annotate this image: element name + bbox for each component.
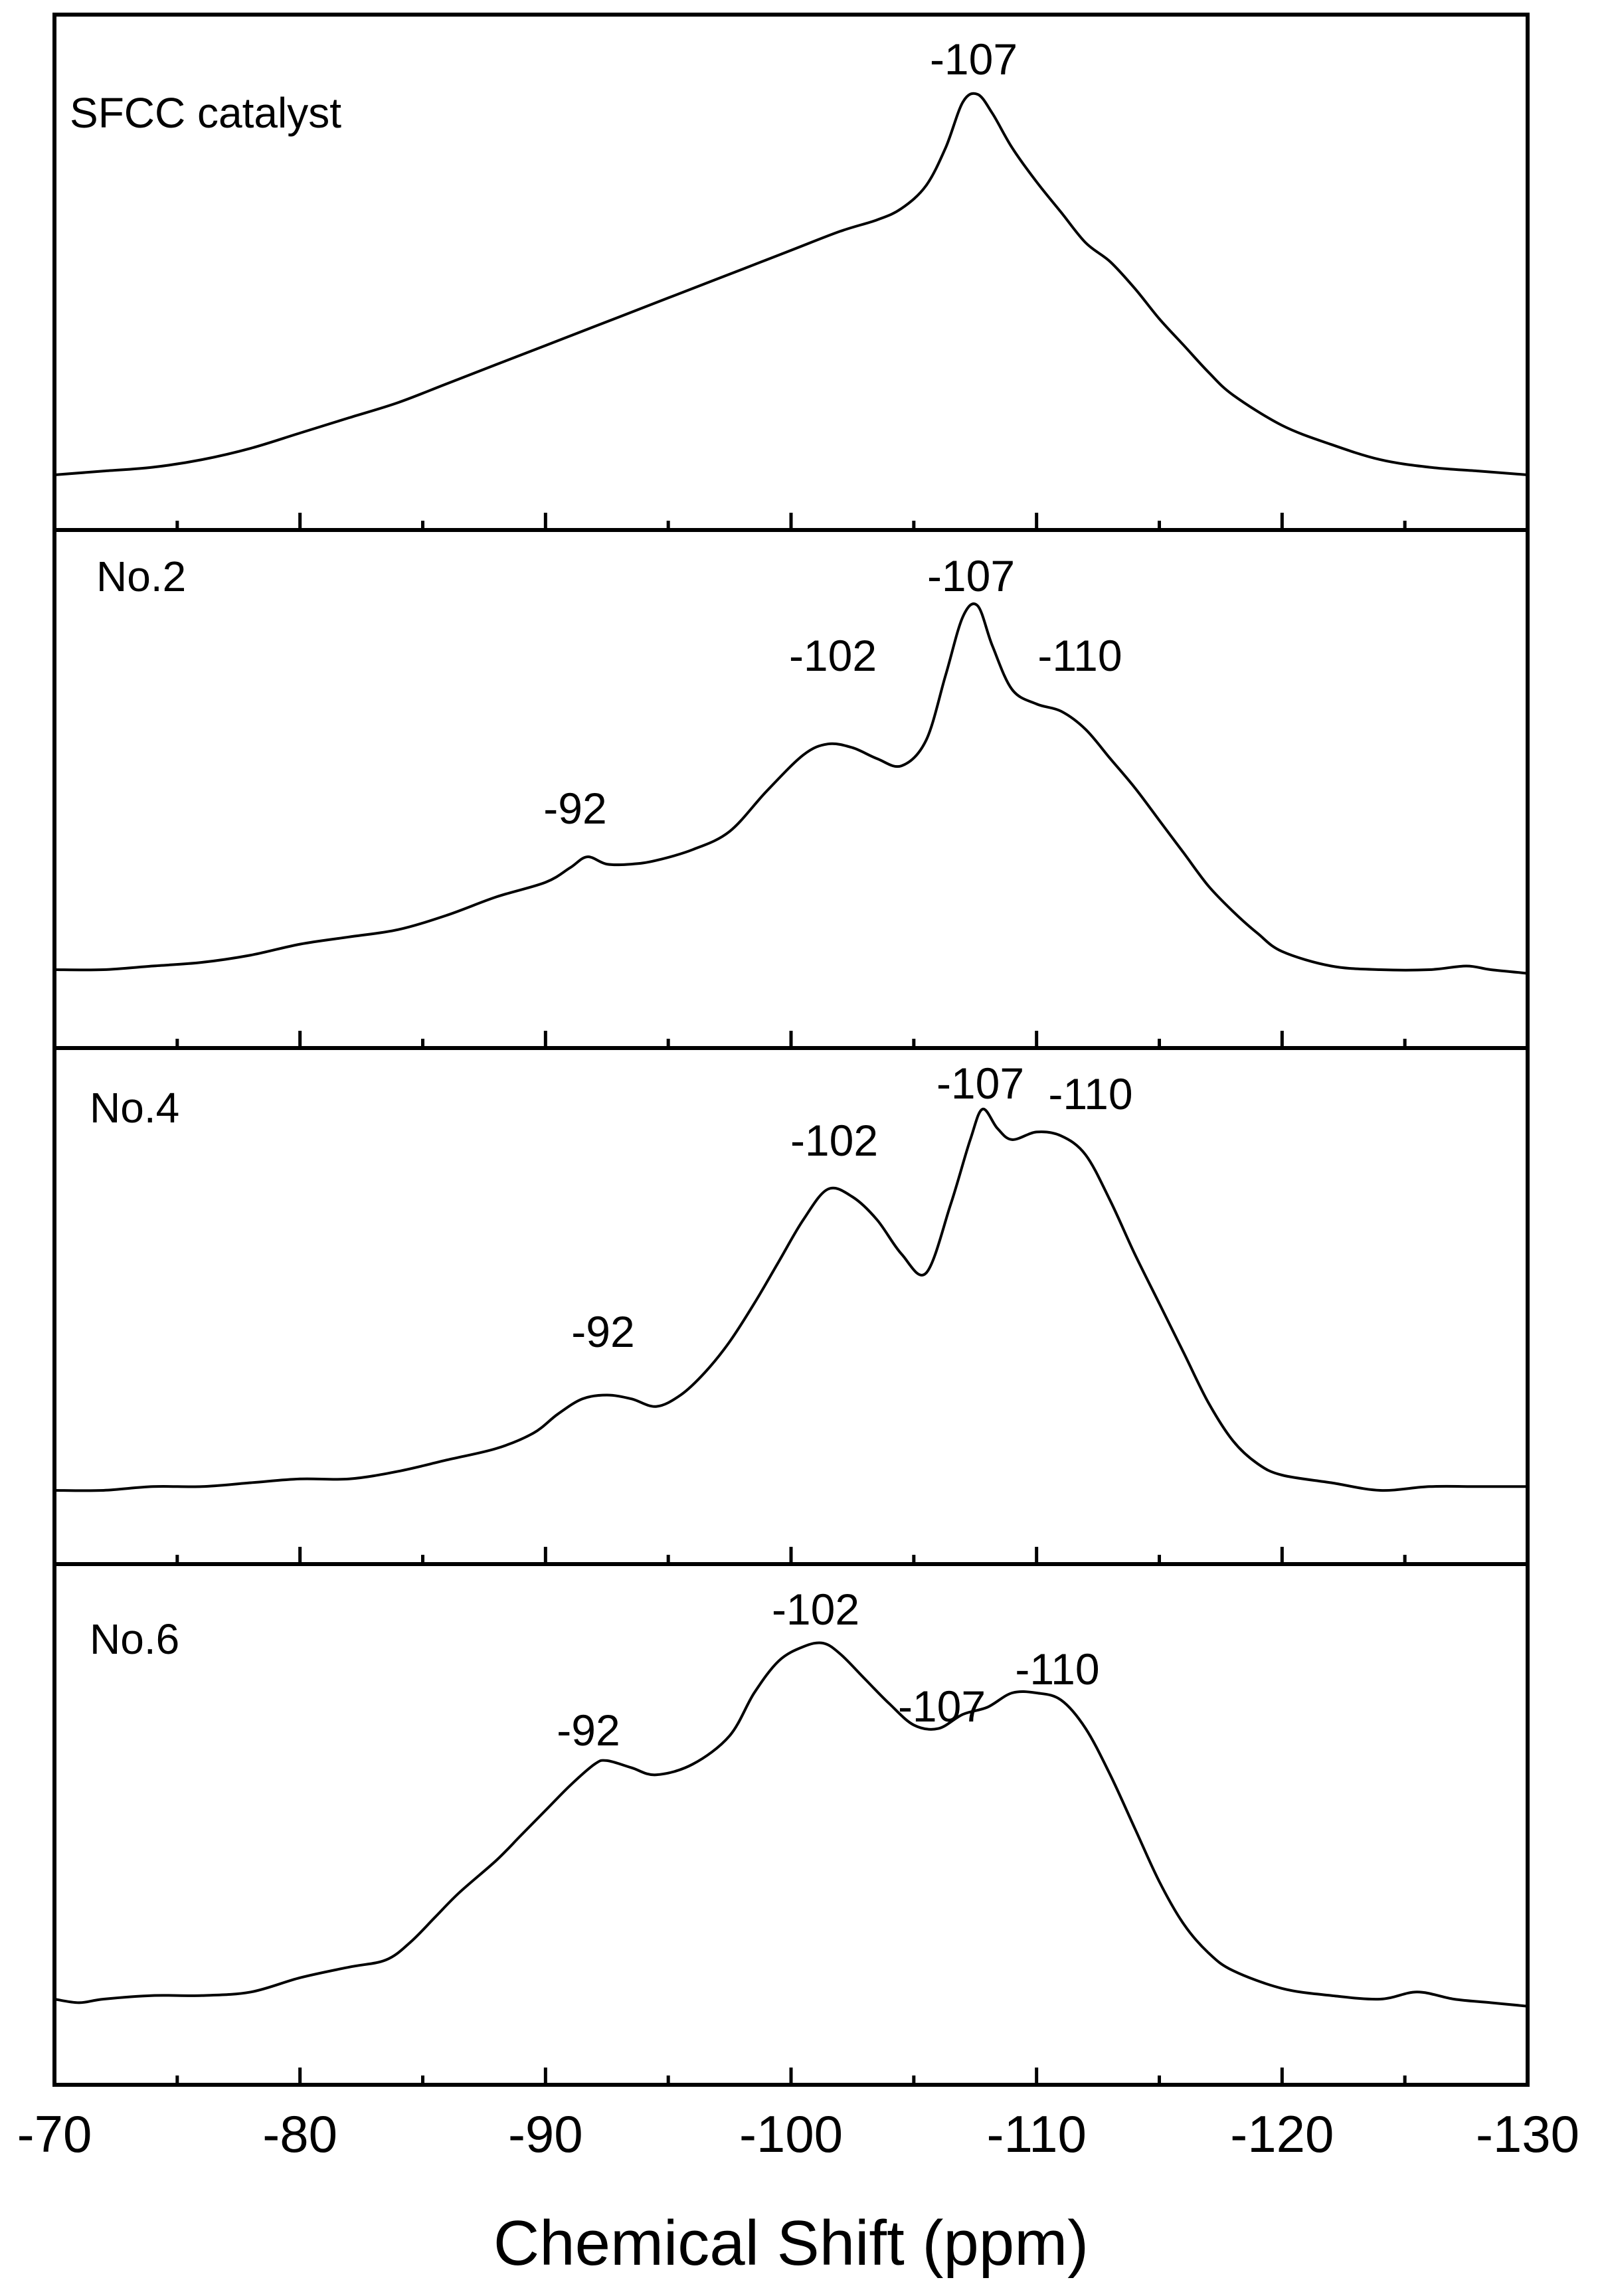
peak-label-no4-102: -102: [790, 1116, 878, 1165]
x-tick-label-m120: -120: [1230, 2105, 1334, 2163]
peak-label-no6-107: -107: [898, 1682, 986, 1731]
peak-label-no4-110: -110: [1048, 1069, 1132, 1118]
peak-label-no6-110: -110: [1015, 1644, 1099, 1694]
spectrum-line-no6: [54, 1641, 1528, 2008]
peak-label-no6-102: -102: [772, 1585, 859, 1634]
x-tick-label-m80: -80: [262, 2105, 337, 2163]
peak-label-no2-102: -102: [789, 631, 877, 680]
x-axis-tick-labels: -70 -80 -90 -100 -110 -120 -130: [17, 2105, 1579, 2163]
peak-label-no4-107: -107: [936, 1059, 1024, 1108]
x-tick-label-m110: -110: [987, 2105, 1087, 2163]
peak-label-sfcc-107: -107: [930, 35, 1018, 84]
spectrum-line-sfcc-catalyst: [54, 92, 1528, 476]
peak-label-no4-92: -92: [571, 1307, 634, 1356]
panel-label-no6: No.6: [90, 1615, 179, 1663]
x-tick-label-m70: -70: [17, 2105, 92, 2163]
peak-label-no2-107: -107: [927, 551, 1015, 600]
x-axis-ticks: [175, 513, 1407, 2085]
x-axis-title: Chemical Shift (ppm): [493, 2208, 1089, 2279]
panel-no6: No.6 -92 -102 -107 -110: [54, 1585, 1528, 2008]
spectrum-line-no2: [54, 602, 1528, 975]
peak-label-no6-92: -92: [557, 1706, 620, 1755]
peak-label-no2-92: -92: [543, 784, 606, 833]
panel-label-no4: No.4: [90, 1084, 179, 1132]
panel-label-sfcc-catalyst: SFCC catalyst: [70, 89, 341, 137]
panel-label-no2: No.2: [96, 553, 186, 600]
spectrum-line-no4: [54, 1107, 1528, 1492]
panel-no2: No.2 -92 -102 -107 -110: [54, 551, 1528, 975]
peak-label-no2-110: -110: [1037, 631, 1122, 680]
panel-no4: No.4 -92 -102 -107 -110: [54, 1059, 1528, 1492]
x-tick-label-m100: -100: [739, 2105, 843, 2163]
panel-sfcc-catalyst: SFCC catalyst -107: [54, 35, 1528, 476]
x-tick-label-m130: -130: [1476, 2105, 1579, 2163]
x-tick-label-m90: -90: [508, 2105, 583, 2163]
